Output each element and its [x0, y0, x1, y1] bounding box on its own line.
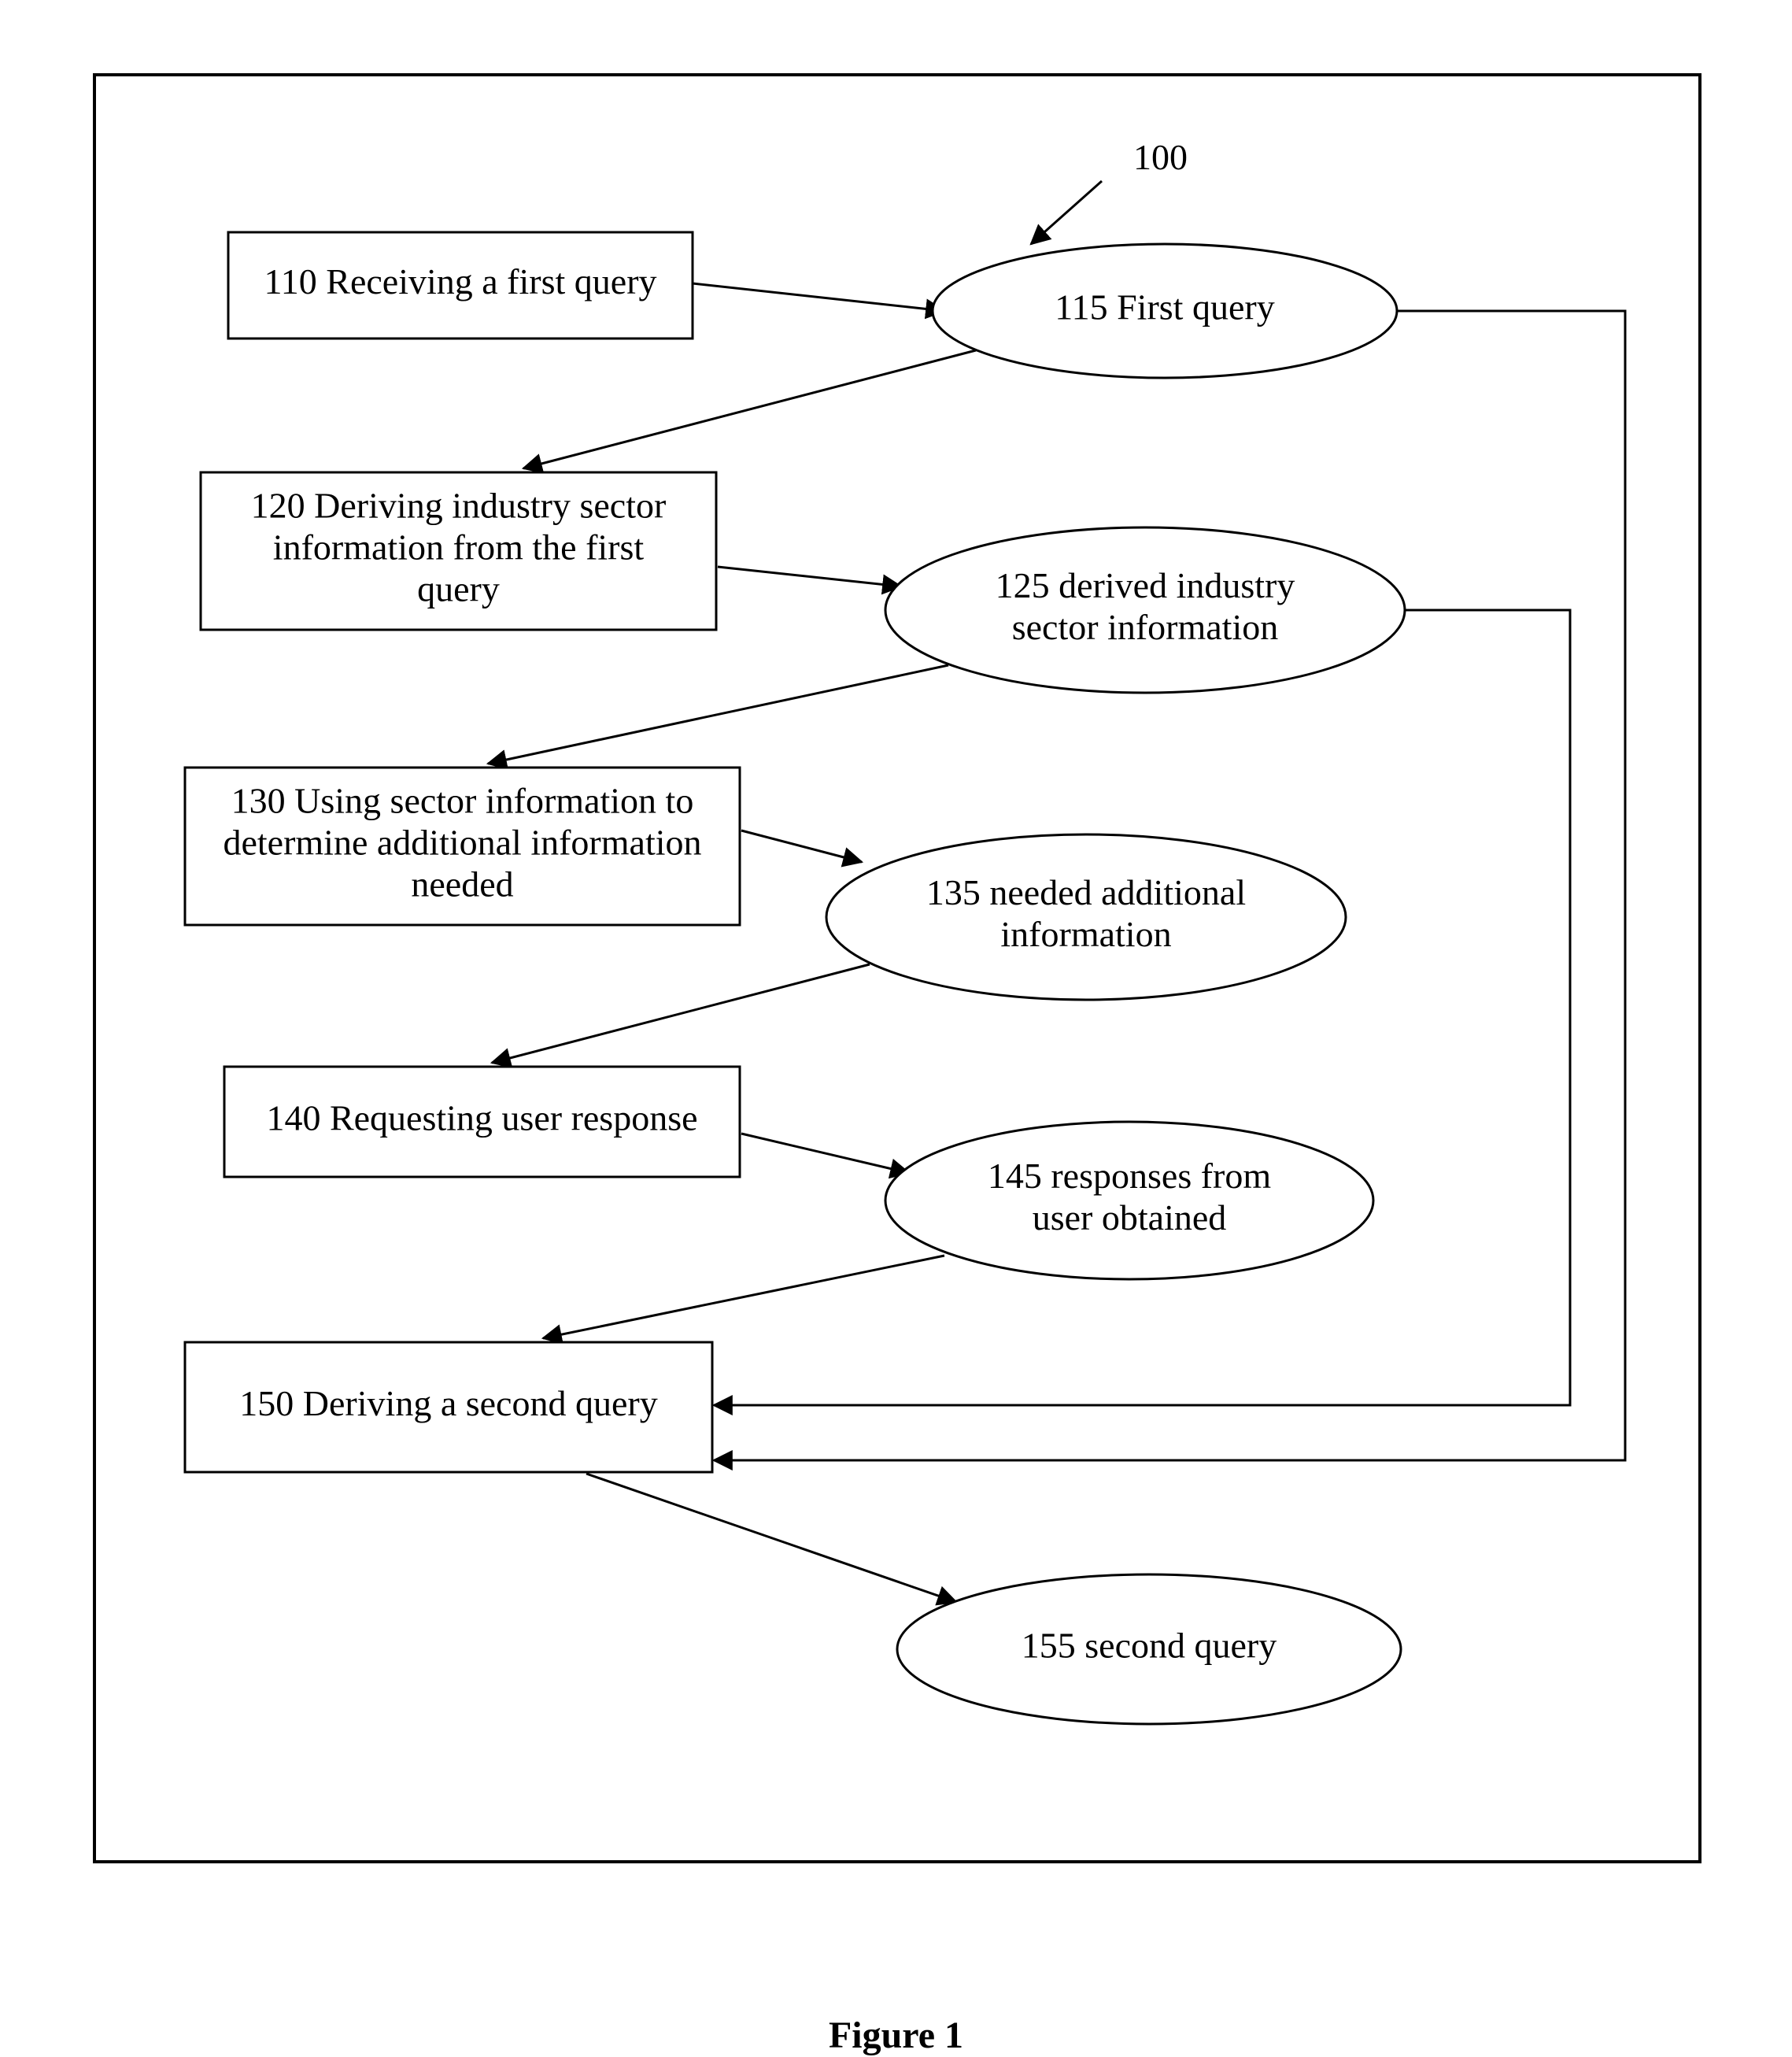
ref-arrow-100 [1031, 181, 1102, 244]
edge-n120-n125 [718, 567, 901, 586]
node-n120-label-1: information from the first [273, 527, 645, 568]
node-n130: 130 Using sector information todetermine… [185, 768, 740, 925]
node-n130-label-2: needed [411, 864, 513, 904]
node-n155-label-0: 155 second query [1022, 1626, 1277, 1666]
edge-n145-n150 [543, 1256, 944, 1338]
node-n110-label-0: 110 Receiving a first query [264, 261, 656, 302]
edge-n125-n150 [714, 610, 1570, 1405]
node-n125-label-0: 125 derived industry [996, 565, 1295, 605]
edge-n110-n115 [693, 283, 944, 311]
node-n115-label-0: 115 First query [1055, 287, 1274, 327]
edge-n140-n145 [741, 1134, 909, 1173]
node-n150: 150 Deriving a second query [185, 1342, 712, 1472]
node-n140-label-0: 140 Requesting user response [266, 1098, 697, 1138]
node-n130-label-1: determine additional information [223, 823, 701, 863]
node-n110: 110 Receiving a first query [228, 232, 693, 339]
node-n145-label-1: user obtained [1033, 1197, 1227, 1238]
edge-n135-n140 [492, 964, 870, 1063]
node-n155: 155 second query [897, 1574, 1401, 1724]
node-n115: 115 First query [933, 244, 1397, 378]
node-n135-label-1: information [1000, 914, 1171, 954]
edge-n150-n155 [586, 1474, 956, 1602]
flowchart: 100 110 Receiving a first query 115 First … [0, 0, 1792, 1998]
node-n125-label-1: sector information [1012, 607, 1279, 647]
node-n120-label-2: query [417, 568, 500, 609]
node-n145-label-0: 145 responses from [988, 1156, 1271, 1196]
node-n145: 145 responses fromuser obtained [885, 1122, 1373, 1279]
node-n130-label-0: 130 Using sector information to [231, 781, 694, 821]
node-n125: 125 derived industrysector information [885, 527, 1405, 693]
node-n140: 140 Requesting user response [224, 1067, 740, 1177]
edge-n130-n135 [741, 831, 862, 862]
node-n150-label-0: 150 Deriving a second query [239, 1383, 657, 1423]
figure-caption: Figure 1 [0, 2014, 1792, 2057]
edge-n125-n130 [488, 665, 948, 764]
node-n135: 135 needed additionalinformation [826, 834, 1346, 1000]
edge-n115-n120 [523, 350, 976, 468]
node-n120-label-0: 120 Deriving industry sector [251, 486, 667, 526]
node-n120: 120 Deriving industry sectorinformation … [201, 472, 716, 630]
node-n135-label-0: 135 needed additional [926, 872, 1246, 912]
ref-label-100: 100 [1133, 137, 1188, 177]
